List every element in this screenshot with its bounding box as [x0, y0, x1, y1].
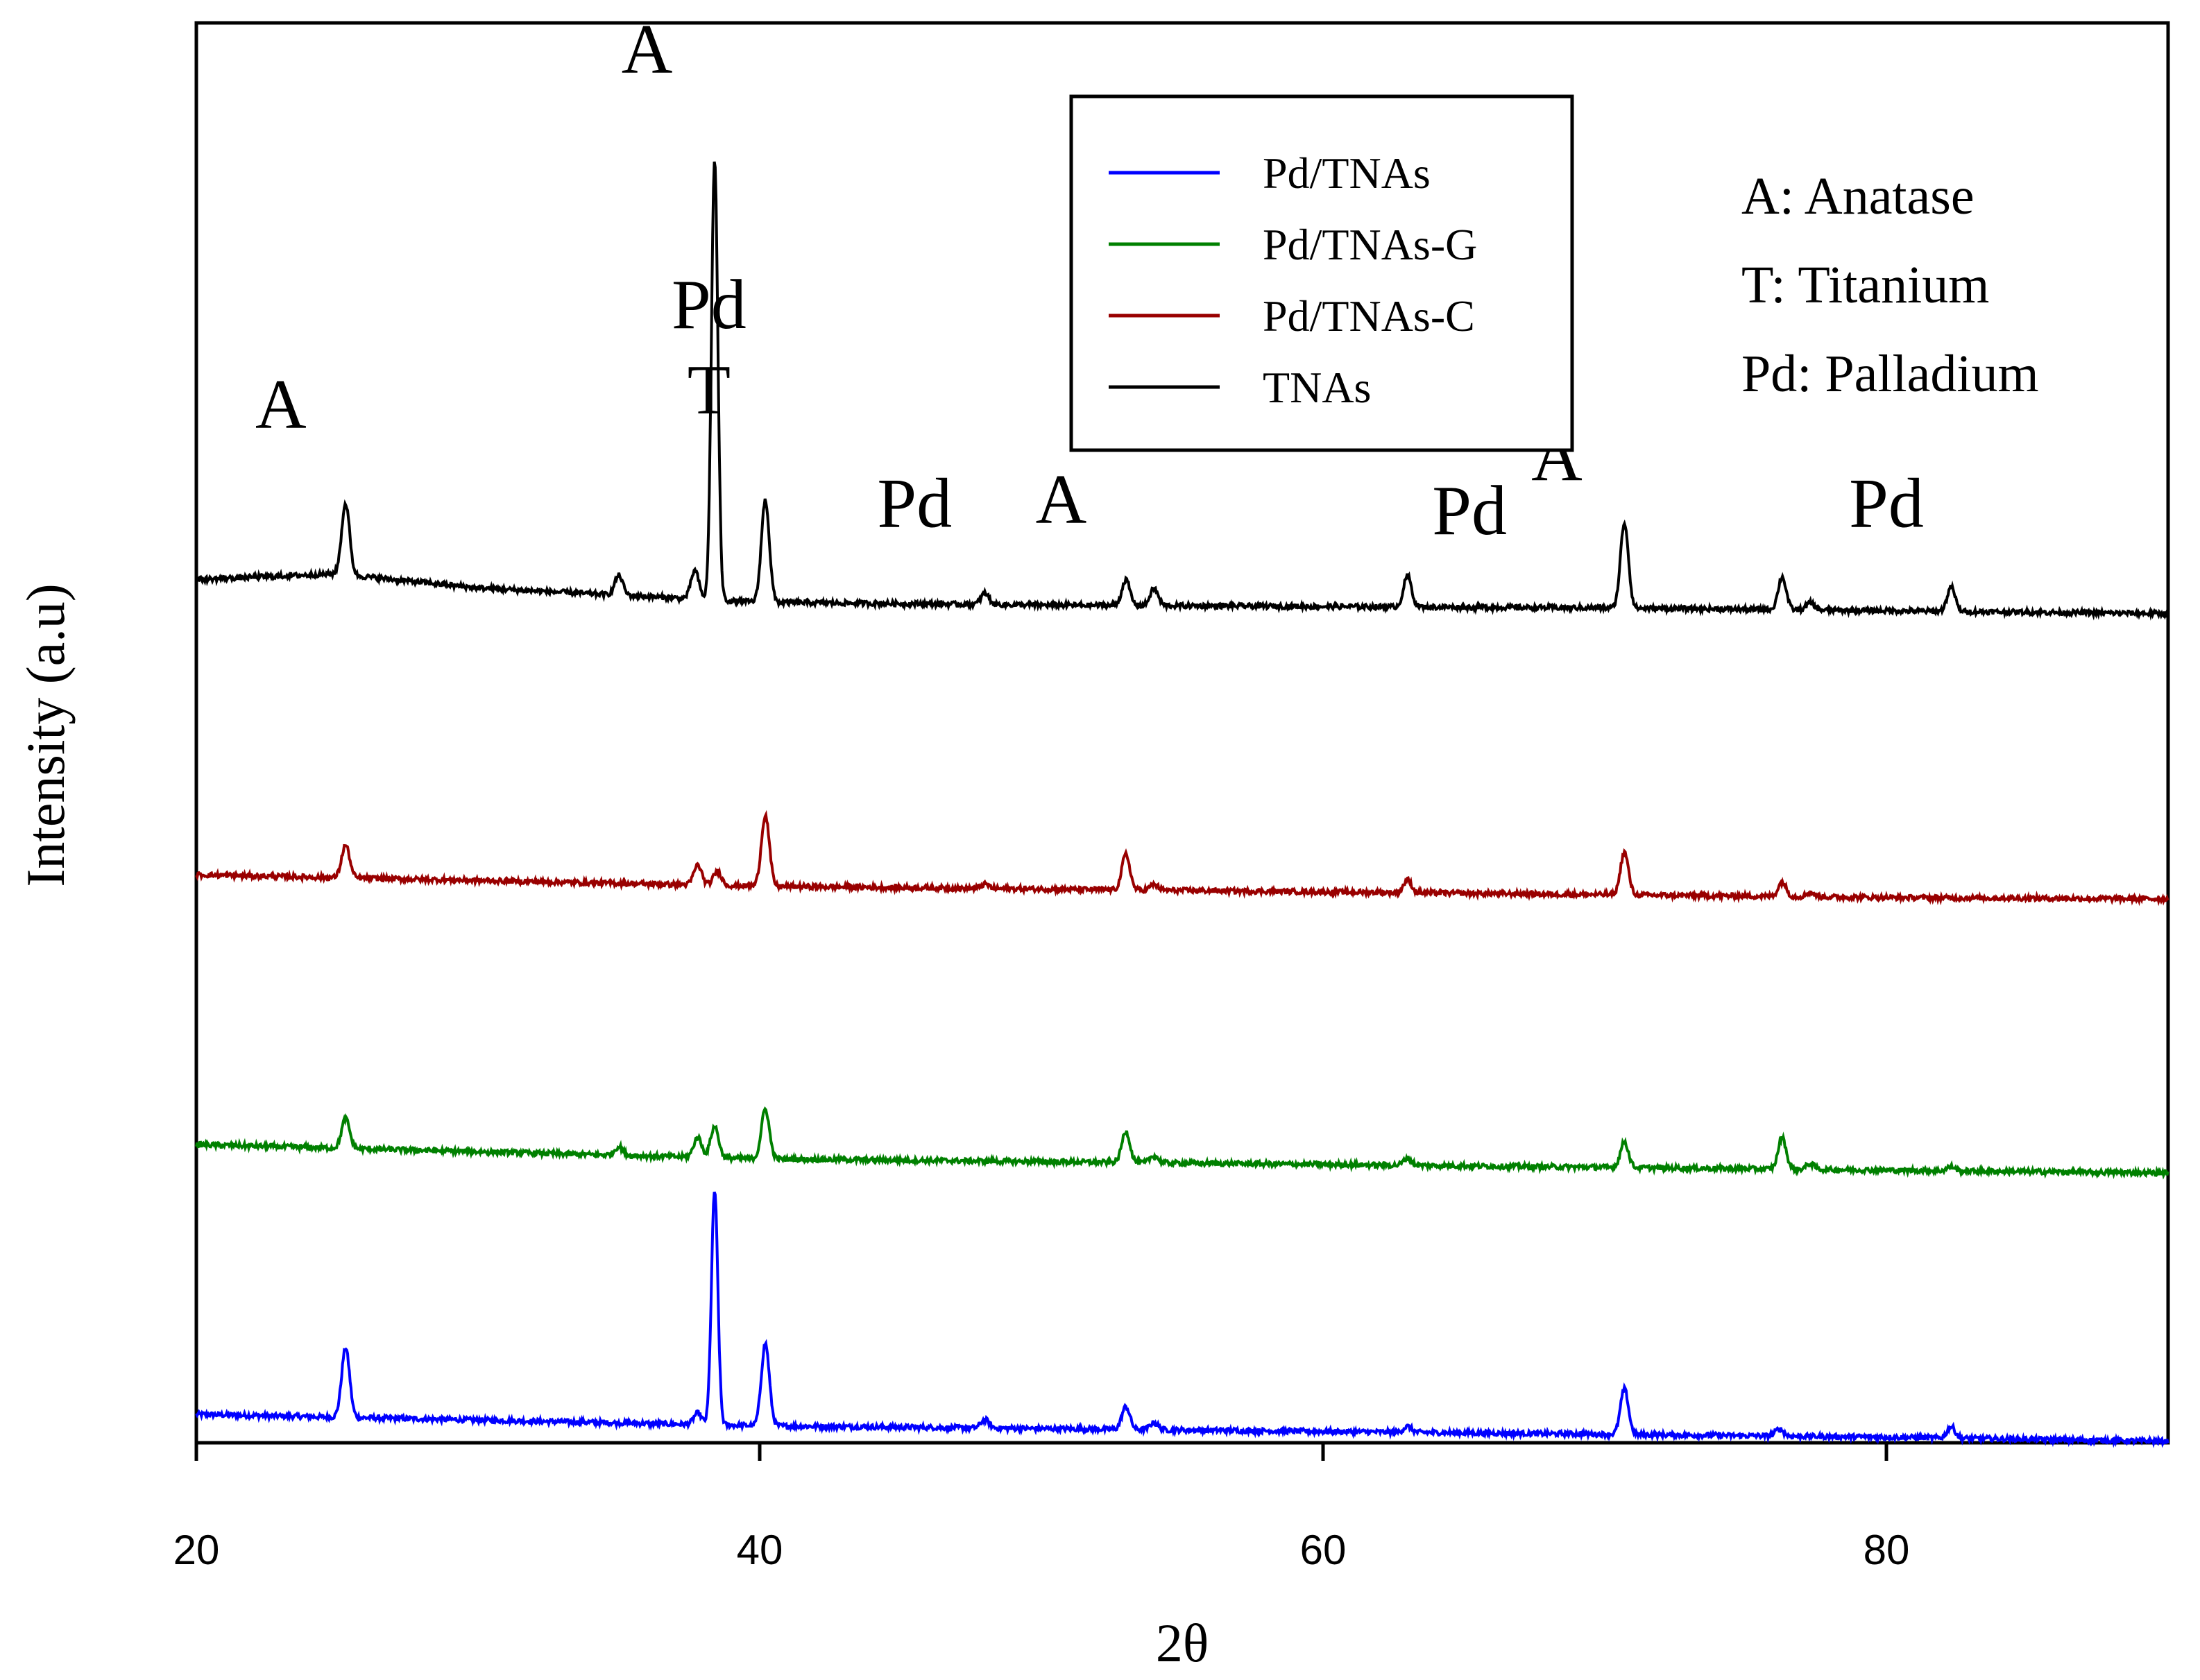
x-tick-label: 20 [173, 1527, 220, 1573]
peak-label: Pd [1432, 472, 1507, 550]
legend-frame [1069, 94, 1574, 452]
legend: Pd/TNAs Pd/TNAs-G Pd/TNAs-C TNAs [1069, 94, 1574, 452]
plot-area-frame [194, 21, 2170, 1445]
series-line-pd-tnas [195, 1191, 2169, 1448]
peak-label: A [255, 365, 307, 443]
phase-key-anatase: A: Anatase [1741, 167, 1975, 225]
x-tick-label: 40 [737, 1527, 783, 1573]
legend-label-tnas: TNAs [1263, 363, 1371, 412]
phase-key-palladium: Pd: Palladium [1741, 345, 2039, 403]
phase-key-titanium: T: Titanium [1741, 256, 1989, 314]
x-tick-label: 60 [1300, 1527, 1347, 1573]
x-tick-label: 80 [1864, 1527, 1910, 1573]
peak-label: Pd [877, 465, 952, 543]
peak-label: A [1036, 461, 1087, 539]
peak-label: Pd [672, 266, 747, 344]
legend-label-pd-tnas-g: Pd/TNAs-G [1263, 220, 1477, 269]
y-axis-title: Intensity (a.u) [15, 583, 76, 887]
series-line-pd-tnas-g [195, 1106, 2169, 1180]
x-axis-ticks: 20 40 60 80 [173, 1443, 1910, 1573]
series-layer [195, 161, 2169, 1448]
peak-label: A [622, 10, 673, 89]
legend-items: Pd/TNAs Pd/TNAs-G Pd/TNAs-C TNAs [1109, 148, 1477, 412]
legend-label-pd-tnas: Pd/TNAs [1263, 148, 1431, 198]
peak-label: Pd [1849, 465, 1924, 543]
peak-label: T [688, 351, 731, 429]
phase-key: A: Anatase T: Titanium Pd: Palladium [1741, 167, 2039, 403]
series-line-pd-tnas-c [195, 809, 2169, 907]
series-line-tnas [195, 161, 2169, 622]
legend-label-pd-tnas-c: Pd/TNAs-C [1263, 291, 1475, 341]
x-axis-title: 2θ [1156, 1613, 1209, 1673]
